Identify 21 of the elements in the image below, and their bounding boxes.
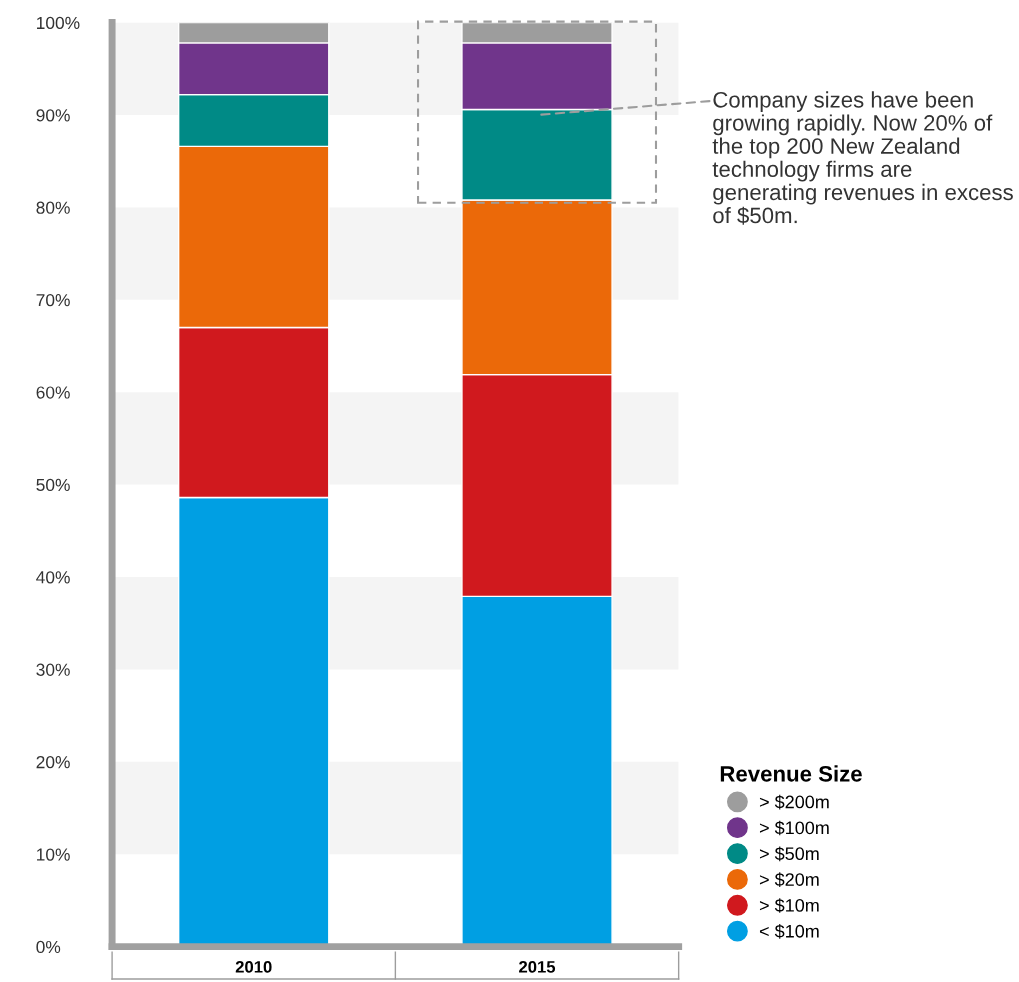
y-tick-label: 20% <box>36 756 70 769</box>
y-tick-label: 10% <box>37 848 70 861</box>
annotation: Company sizes have been growing rapidly. Now 20% of the top 200 New Zealand technology firms are generating revenues in excess of $50m. <box>712 91 1013 225</box>
legend-label: > $20m <box>759 872 819 887</box>
y-tick-label: 0% <box>36 940 61 954</box>
legend-label: > $100m <box>759 820 829 836</box>
y-tick-label: 30% <box>36 663 70 676</box>
y-tick-label: 60% <box>36 386 70 399</box>
y-tick-label: 40% <box>36 571 70 584</box>
y-tick-label: 90% <box>36 109 70 122</box>
x-tick-label: 2015 <box>519 960 556 973</box>
legend-label: > $50m <box>759 846 819 862</box>
x-tick-label: 2010 <box>235 960 272 973</box>
y-tick-label: 100% <box>37 16 80 30</box>
legend-label: < $10m <box>759 924 819 939</box>
y-tick-label: 50% <box>36 478 70 492</box>
legend-label: > $10m <box>759 898 819 913</box>
legend-title: Revenue Size <box>720 765 862 782</box>
y-tick-label: 80% <box>36 201 70 214</box>
legend-label: > $200m <box>759 794 829 810</box>
y-tick-label: 70% <box>36 293 70 307</box>
